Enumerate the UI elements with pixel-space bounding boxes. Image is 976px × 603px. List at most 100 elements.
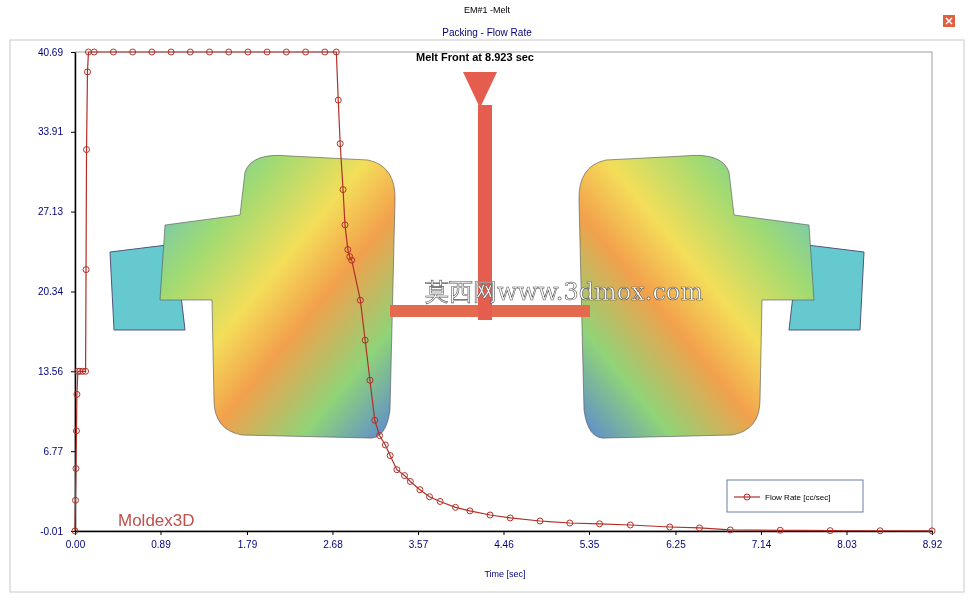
legend-label: Flow Rate [cc/sec] [765,493,830,502]
series-marker [372,417,378,423]
close-cross[interactable] [946,18,952,24]
x-tick-mark [589,531,590,535]
y-tick-mark [71,132,75,133]
series-marker [347,254,353,260]
x-tick: 0.89 [151,531,171,550]
x-tick-label: 4.46 [494,539,514,550]
series-marker [335,97,341,103]
y-tick: 27.13 [38,206,75,217]
y-tick-label: 40.69 [38,47,63,58]
series-marker [362,337,368,343]
y-tick-mark [71,212,75,213]
x-tick: 2.68 [323,531,343,550]
series-marker [207,49,213,55]
y-tick-label: 6.77 [44,446,64,457]
series-marker [417,487,423,493]
series-marker [337,141,343,147]
series-marker [303,49,309,55]
x-tick-label: 8.92 [923,539,943,550]
plot-frame [75,52,932,531]
series-marker [264,49,270,55]
y-tick: 40.69 [38,47,75,58]
y-tick: -0.01 [40,526,75,537]
series-marker [322,49,328,55]
series-marker [91,49,97,55]
x-tick: 4.46 [494,531,514,550]
series-marker [627,522,633,528]
series-marker [85,49,91,55]
series-marker [357,297,363,303]
series-marker [84,69,90,75]
plot-area [72,49,935,534]
x-tick: 8.03 [837,531,857,550]
x-tick-label: 0.00 [66,539,86,550]
series-marker [382,442,388,448]
title: Packing - Flow Rate [442,27,532,38]
x-tick: 5.35 [580,531,600,550]
y-tick-mark [71,292,75,293]
window-frame [10,40,964,592]
x-tick-label: 3.57 [409,539,429,550]
y-tick: 33.91 [38,126,75,137]
series-marker [387,453,393,459]
series-marker [110,49,116,55]
series-marker [73,428,79,434]
legend-box [727,480,863,512]
y-tick: 20.34 [38,286,75,297]
series-marker [72,528,78,534]
series-marker [149,49,155,55]
subtitle: EM#1 -Melt [464,5,511,15]
x-tick-mark [247,531,248,535]
series-marker [696,525,702,531]
y-tick-label: 20.34 [38,286,63,297]
x-tick-mark [161,531,162,535]
x-tick-mark [846,531,847,535]
x-tick-mark [761,531,762,535]
series-marker [367,377,373,383]
y-tick-mark [71,451,75,452]
x-tick: 1.79 [238,531,258,550]
series-marker [130,49,136,55]
series-marker [187,49,193,55]
x-tick: 6.25 [666,531,686,550]
x-tick-label: 2.68 [323,539,343,550]
series-marker [283,49,289,55]
series-marker [567,520,573,526]
series-marker [467,508,473,514]
x-tick-mark [418,531,419,535]
series-marker [452,504,458,510]
series-marker [74,391,80,397]
series-marker [342,222,348,228]
series-marker [827,528,833,534]
series-marker [168,49,174,55]
x-tick-mark [332,531,333,535]
y-tick-label: -0.01 [40,526,63,537]
series-marker [226,49,232,55]
series-marker [83,267,89,273]
y-tick-label: 33.91 [38,126,63,137]
legend: Flow Rate [cc/sec] [727,480,863,512]
brand: Moldex3D [118,511,195,530]
x-tick-label: 7.14 [752,539,772,550]
series-marker [427,494,433,500]
x-axis: 0.00 0.89 1.79 2.68 3.57 4.46 5.35 6.25 7.14 8.03… [66,531,943,550]
series-marker [72,497,78,503]
x-tick: 3.57 [409,531,429,550]
annotation: Melt Front at 8.923 sec [416,51,534,63]
series-marker [929,528,935,534]
part-render [110,72,864,438]
x-axis-title: Time [sec] [484,569,525,579]
y-tick-mark [71,52,75,53]
close-box[interactable] [943,15,955,27]
series-marker [507,515,513,521]
series-marker [487,512,493,518]
watermark: 莫西网www.3dmox.com [425,278,703,306]
chart: 0.00 0.89 1.79 2.68 3.57 4.46 5.35 6.25 7.14 8.03… [0,0,976,603]
series-marker [333,49,339,55]
series-marker [537,518,543,524]
x-tick-label: 5.35 [580,539,600,550]
close-button[interactable] [943,15,955,27]
series-marker [407,478,413,484]
series-marker [597,521,603,527]
legend-marker [744,494,750,500]
